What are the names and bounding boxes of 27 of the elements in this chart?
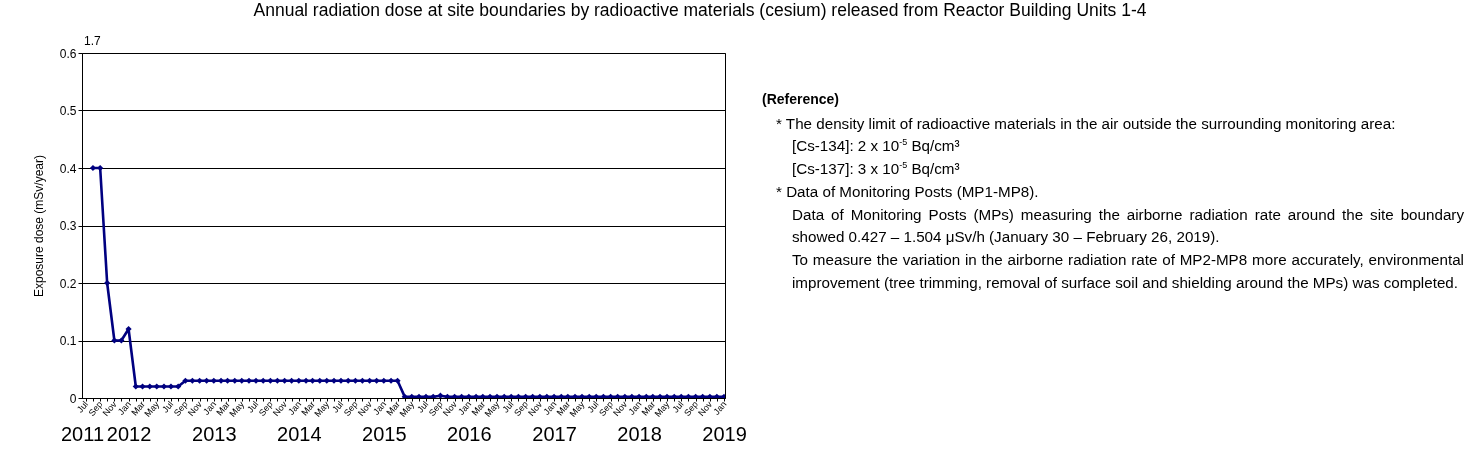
- y-tick-label: 0.6: [59, 46, 77, 61]
- x2-tick-label: 2014: [277, 422, 322, 445]
- text: To measure the variation in the airborne radiation rate of MP2-MP8 more accurately, environmental improvement (tree trimming, removal of surface soil and shielding around the MPs) was completed.: [791, 249, 1464, 293]
- text: [Cs-134]: 2 x 10$^{-5}$ Bq/cm³: [791, 136, 961, 157]
- x2-tick-label: 2016: [447, 422, 492, 445]
- x2-tick-label: 2017: [532, 422, 577, 445]
- text: [Cs-137]: 3 x 10$^{-5}$ Bq/cm³: [791, 159, 961, 180]
- y-axis-title: Exposure dose (mSv/year): [31, 154, 46, 298]
- y-tick-label: 0.3: [59, 219, 77, 233]
- chart-title: Annual radiation dose at site boundaries by radioactive materials (cesium) released from Reactor Building Units 1-4: [252, 0, 1148, 21]
- x2-tick-label: 2012: [106, 422, 152, 445]
- x2-tick-label: 2018: [617, 422, 662, 445]
- x2-tick-label: 2013: [192, 422, 237, 445]
- y-tick-label: 0.5: [59, 104, 77, 118]
- text: Data of Monitoring Posts (MPs) measuring the airborne radiation rate around the site boundary showed 0.427 – 1.504 μSv/h (January 30 – February 26, 2019).: [791, 204, 1464, 248]
- y-tick-label: 0.2: [59, 276, 77, 291]
- text: * Data of Monitoring Posts (MP1-MP8).: [775, 181, 1040, 202]
- y-tick-label: 0: [69, 391, 77, 406]
- x2-tick-label: 2015: [362, 422, 407, 445]
- x2-tick-label: 2019: [702, 422, 747, 445]
- text: (Reference): [762, 90, 841, 109]
- text: * The density limit of radioactive materials in the air outside the surrounding monitoring area:: [775, 113, 1397, 134]
- x-tick-label: Jan: [711, 399, 729, 417]
- x2-tick-label: 2011: [60, 422, 105, 445]
- y-tick-label: 0.4: [59, 161, 77, 176]
- y-tick-label: 0.1: [59, 334, 77, 348]
- text: 1.7: [84, 34, 102, 48]
